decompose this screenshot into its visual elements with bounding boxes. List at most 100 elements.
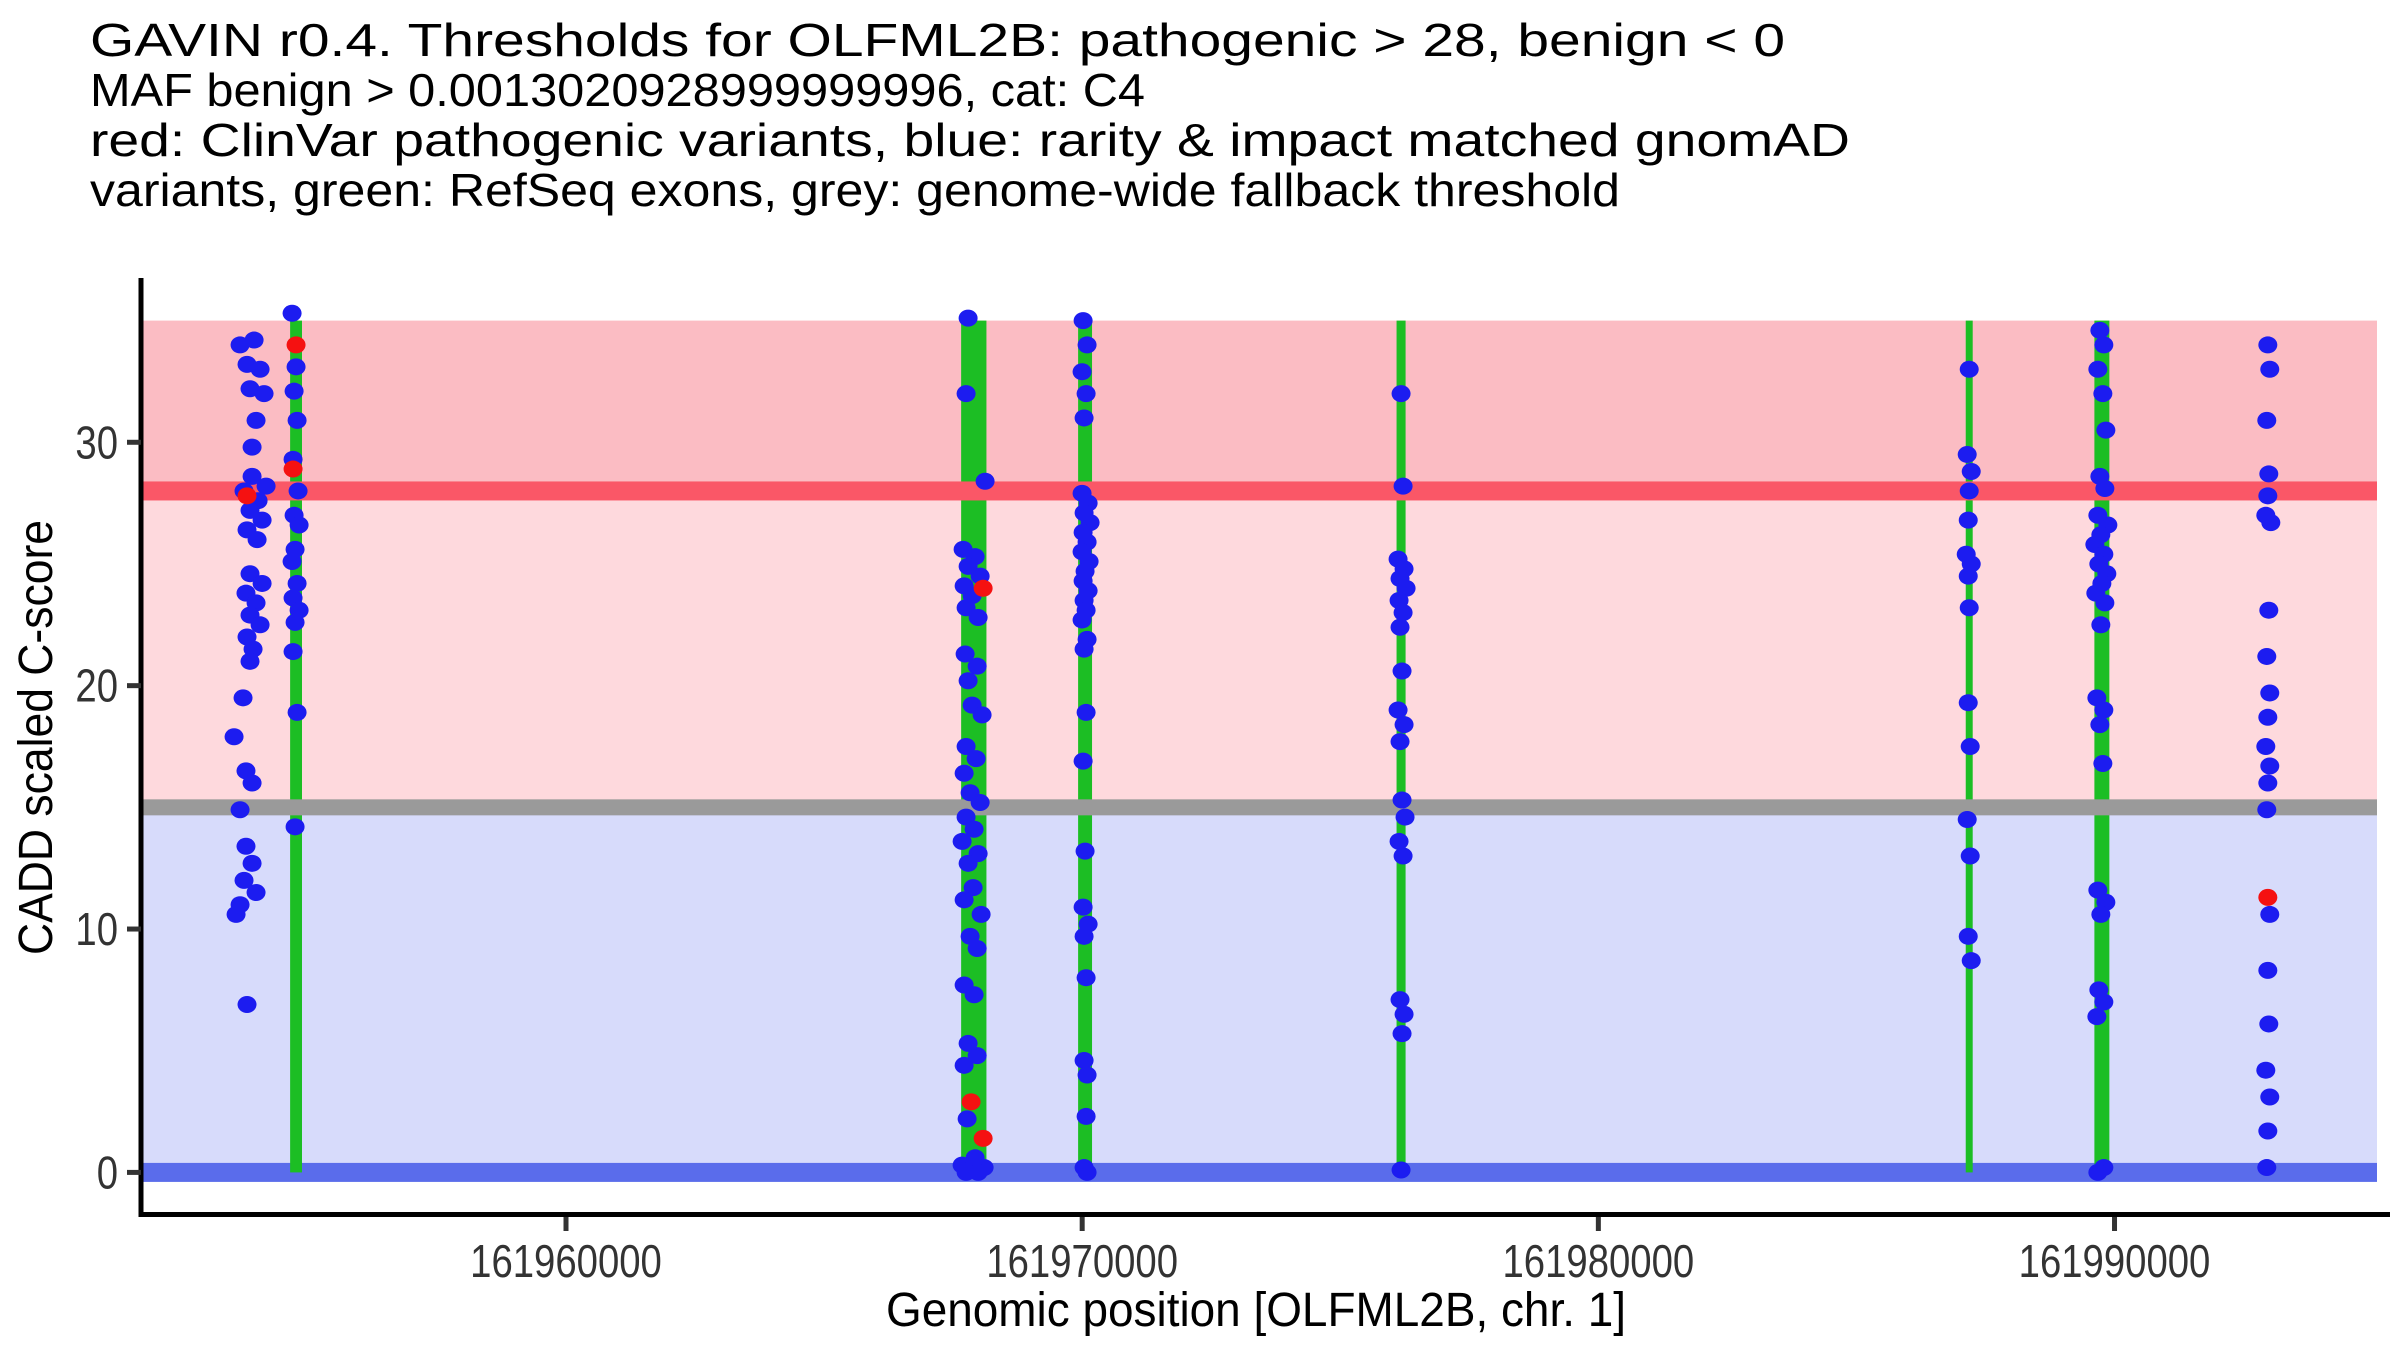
gnomad-variant-point [2094,993,2114,1011]
gnomad-variant-point [2259,601,2279,619]
gnomad-variant-point [1077,336,1097,354]
gnomad-variant-point [2088,360,2108,378]
gnomad-variant-point [967,657,987,675]
gnomad-variant-point [964,986,984,1004]
gnomad-variant-point [247,531,267,549]
gnomad-variant-point [287,703,307,721]
x-tick-label: 161970000 [986,1235,1178,1287]
gnomad-variant-point [2258,1122,2278,1140]
plot-title-line-3: red: ClinVar pathogenic variants, blue: … [90,114,1850,166]
gnomad-variant-point [958,309,978,327]
gnomad-variant-point [1390,618,1410,636]
gnomad-variant-point [1959,482,1979,500]
gnomad-variant-point [964,820,984,838]
gnomad-variant-point [286,358,306,376]
gnomad-variant-point [1392,1025,1412,1043]
gnomad-variant-point [226,905,246,923]
gnomad-variant-point [2096,421,2116,439]
genome-wide-fallback-threshold-line [143,799,2377,816]
threshold-lines [143,481,2377,816]
gnomad-variant-point [282,304,302,322]
gnomad-variant-point [971,905,991,923]
gnomad-variant-point [952,832,972,850]
gnomad-variant-point [1961,952,1981,970]
plot-title-line-4: variants, green: RefSeq exons, grey: gen… [90,164,1620,216]
plot-title-line-1: GAVIN r0.4. Thresholds for OLFML2B: path… [90,14,1785,66]
clinvar-pathogenic-point [973,1129,993,1147]
gnomad-variant-point [956,1163,976,1181]
x-tick-label: 161990000 [2019,1235,2211,1287]
gnomad-variant-point [246,411,266,429]
gnomad-variant-point [1957,811,1977,829]
gnomad-variant-point [246,884,266,902]
gnomad-variant-point [1074,1051,1094,1069]
band-above-pathogenic-threshold [143,320,2377,491]
gnomad-variant-point [975,472,995,490]
gnomad-variant-point [1392,662,1412,680]
gnomad-variant-point [242,467,262,485]
gnomad-variant-point [1958,694,1978,712]
gnomad-variant-point [1961,462,1981,480]
gnomad-variant-point [958,1034,978,1052]
variant-points [224,304,2281,1181]
gnomad-variant-point [230,336,250,354]
gnomad-variant-point [1389,832,1409,850]
gnomad-variant-point [287,411,307,429]
gnomad-variant-point [240,565,260,583]
pathogenic-threshold-line [143,481,2377,501]
gnomad-variant-point [240,501,260,519]
y-tick-label: 20 [75,660,118,712]
gnomad-variant-point [1393,847,1413,865]
gnomad-variant-point [285,613,305,631]
gnomad-variant-point [1076,969,1096,987]
gnomad-variant-point [2261,514,2281,532]
gnomad-variant-point [1073,752,1093,770]
gnomad-variant-point [2093,385,2113,403]
gnomad-variant-point [1960,847,1980,865]
gnomad-variant-point [1390,733,1410,751]
gnomad-variant-point [2094,701,2114,719]
gnomad-variant-point [2257,801,2277,819]
gnomad-variant-point [284,382,304,400]
gnomad-variant-point [958,672,978,690]
gnomad-variant-point [1393,477,1413,495]
clinvar-pathogenic-point [961,1093,981,1111]
gnomad-variant-point [2259,465,2279,483]
y-tick-label: 0 [97,1146,118,1198]
gnomad-variant-point [2260,757,2280,775]
gnomad-variant-point [288,482,308,500]
gnomad-variant-point [234,871,254,889]
y-tick-label: 10 [75,903,118,955]
gnomad-variant-point [252,511,272,529]
band-intermediate [143,490,2377,808]
gnomad-variant-point [1074,927,1094,945]
gnomad-variant-point [1072,611,1092,629]
x-tick-label: 161960000 [470,1235,662,1287]
gnomad-variant-point [1074,409,1094,427]
gnomad-variant-point [2091,616,2111,634]
gnomad-variant-point [968,609,988,627]
gnomad-variant-point [1077,1163,1097,1181]
gnomad-variant-point [1958,511,1978,529]
clinvar-pathogenic-point [283,460,303,478]
axes: 161960000 161970000 161980000 161990000 0 10 2… [75,278,2390,1287]
gnomad-variant-point [236,837,256,855]
gnomad-variant-point [289,516,309,534]
gnomad-variant-point [1075,842,1095,860]
gnomad-variant-point [966,750,986,768]
gnomad-variant-point [240,652,260,670]
clinvar-pathogenic-point [237,487,257,505]
gnomad-variant-point [254,385,274,403]
band-benign [143,807,2377,1173]
gnomad-variant-point [2258,708,2278,726]
gnomad-variant-point [1958,567,1978,585]
gnomad-variant-point [242,774,262,792]
gnomad-variant-point [2095,480,2115,498]
gnomad-variant-point [1072,363,1092,381]
background-bands [143,320,2377,1173]
gnomad-variant-point [224,728,244,746]
gnomad-variant-point [2258,774,2278,792]
gnomad-variant-point [256,477,276,495]
